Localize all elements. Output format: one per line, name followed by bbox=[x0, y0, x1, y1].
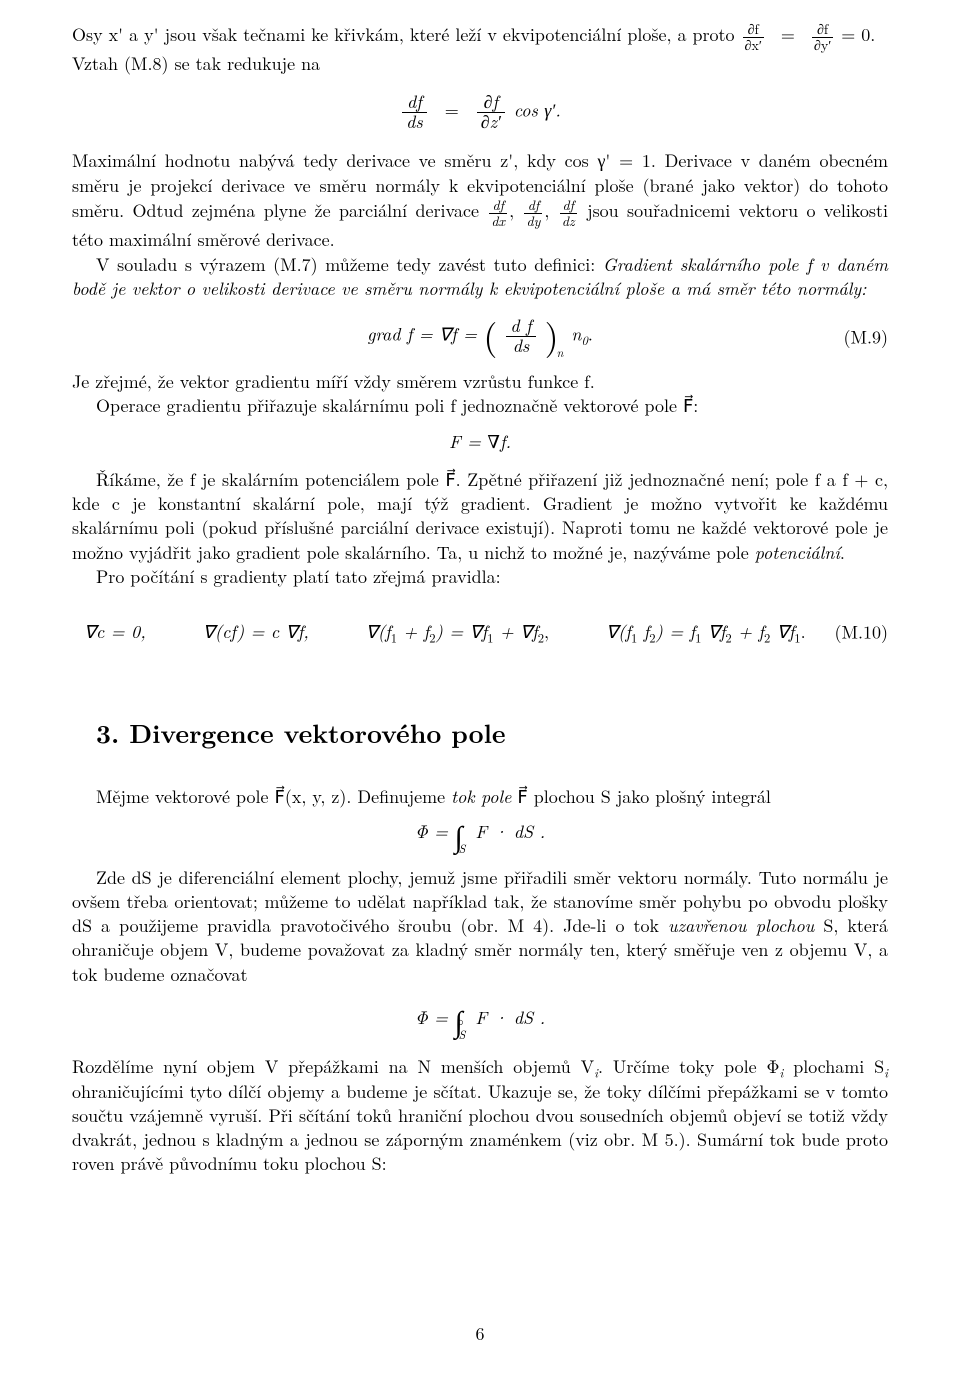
para-5: Operace gradientu přiřazuje skalárnímu p… bbox=[72, 394, 888, 418]
frac-dfdy: ∂f ∂y′ bbox=[812, 22, 833, 52]
equation-dfds: df ds = ∂f ∂z′ cos γ′. bbox=[72, 93, 888, 132]
para-6: Říkáme, že f je skalárním potenciálem po… bbox=[72, 468, 888, 565]
p1-text: Osy x' a y' jsou však tečnami ke křivkám… bbox=[72, 22, 735, 47]
para-9: Zde dS je diferenciální element plochy, … bbox=[72, 866, 888, 987]
equation-flux: Φ = ∫S F⃗ · dS⃗ . bbox=[72, 819, 888, 849]
equation-m10: ∇c = 0, ∇(cf) = c ∇f, ∇(f1 + f2) = ∇f1 +… bbox=[72, 619, 888, 644]
para-3: V souladu s výrazem (M.7) můžeme tedy za… bbox=[72, 253, 888, 302]
para-2: Maximální hodnotu nabývá tedy derivace v… bbox=[72, 149, 888, 252]
para-8: Mějme vektorové pole F⃗(x, y, z). Definu… bbox=[72, 785, 888, 809]
frac-dfds-lhs: df ds bbox=[402, 93, 427, 132]
equation-m9: grad f = ∇f = ( d f ds )n⃗ n⃗0. (M.9) bbox=[72, 317, 888, 356]
eq-number-m9: (M.9) bbox=[843, 324, 888, 349]
page: Osy x' a y' jsou však tečnami ke křivkám… bbox=[0, 0, 960, 1380]
para-7: Pro počítání s gradienty platí tato zřej… bbox=[72, 565, 888, 589]
equation-fnabla: F⃗ = ∇f. bbox=[72, 429, 888, 454]
para-1: Osy x' a y' jsou však tečnami ke křivkám… bbox=[72, 22, 888, 77]
section-title-divergence: 3. Divergence vektorového pole bbox=[96, 714, 888, 751]
page-number: 6 bbox=[0, 1321, 960, 1346]
para-10: Rozdělíme nyní objem V přepážkami na N m… bbox=[72, 1055, 888, 1176]
para-4: Je zřejmé, že vektor gradientu míří vždy… bbox=[72, 370, 888, 394]
eq-number-m10: (M.10) bbox=[834, 619, 888, 644]
frac-dfdx: ∂f ∂x′ bbox=[743, 22, 764, 52]
equation-closed-flux: Φ = ∫S F⃗ · dS⃗ . bbox=[72, 1005, 888, 1035]
frac-dfdz: ∂f ∂z′ bbox=[477, 93, 505, 132]
p1-end: Vztah (M.8) se tak redukuje na bbox=[72, 51, 320, 76]
